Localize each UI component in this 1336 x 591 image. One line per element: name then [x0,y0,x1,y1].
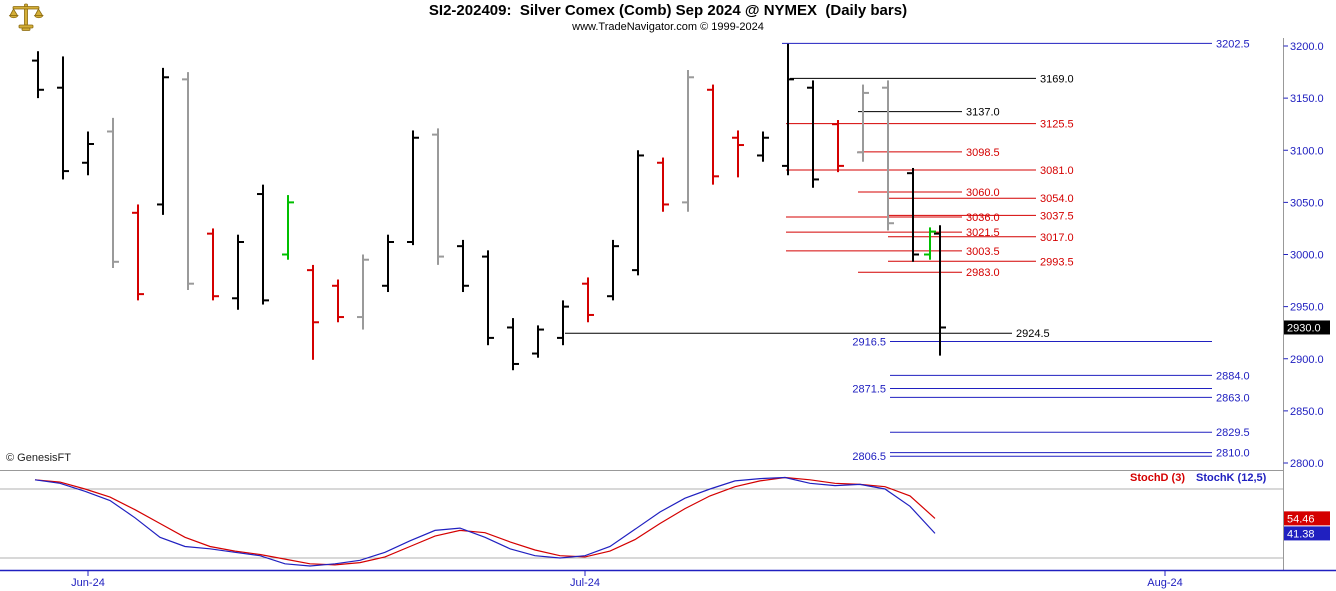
level-label: 2916.5 [852,337,886,349]
level-label: 3098.5 [966,147,1000,159]
y-tick-label: 2900.0 [1290,354,1324,366]
level-label: 2806.5 [852,451,886,463]
x-tick-label: Jun-24 [71,577,105,589]
level-label: 2810.0 [1216,448,1250,460]
y-tick-label: 3000.0 [1290,250,1324,262]
x-tick-label: Aug-24 [1147,577,1182,589]
level-label: 3037.5 [1040,210,1074,222]
y-tick-label: 3150.0 [1290,93,1324,105]
x-tick-label: Jul-24 [570,577,600,589]
level-label: 3017.0 [1040,232,1074,244]
chart-title: SI2-202409: Silver Comex (Comb) Sep 2024… [428,2,908,19]
stochd-line [34,476,936,566]
stochk-legend[interactable]: StochK (12,5) [1196,472,1267,484]
last-price-badge [1284,320,1330,335]
genesis-logo-icon [8,2,44,37]
level-label: 2829.5 [1216,427,1250,439]
level-label: 2871.5 [852,383,886,395]
chart-subtitle: www.TradeNavigator.com © 1999-2024 [572,21,764,33]
y-tick-label: 2950.0 [1290,302,1324,314]
gold-scales-icon [8,3,44,31]
y-tick-label: 3200.0 [1290,41,1324,53]
y-tick-label: 3050.0 [1290,197,1324,209]
stochk-badge [1284,526,1330,541]
stochk-badge-value: 41.38 [1287,528,1315,540]
level-label: 2993.5 [1040,256,1074,268]
level-label: 2983.0 [966,267,1000,279]
stochd-badge-value: 54.46 [1287,513,1315,525]
level-label: 3125.5 [1040,119,1074,131]
level-label: 3003.5 [966,246,1000,258]
level-label: 3137.0 [966,107,1000,119]
level-label: 3036.0 [966,212,1000,224]
stochd-badge [1284,511,1330,526]
copyright-watermark: © GenesisFT [6,452,71,464]
level-label: 2863.0 [1216,392,1250,404]
stochd-legend[interactable]: StochD (3) [1130,472,1185,484]
y-tick-label: 2850.0 [1290,406,1324,418]
level-label: 3202.5 [1216,38,1250,50]
stochk-line [34,476,936,567]
last-price-badge-value: 2930.0 [1287,322,1321,334]
level-label: 2924.5 [1016,328,1050,340]
level-label: 2884.0 [1216,370,1250,382]
level-label: 3169.0 [1040,73,1074,85]
level-label: 3021.5 [966,227,1000,239]
y-tick-label: 2800.0 [1290,458,1324,470]
level-label: 3054.0 [1040,193,1074,205]
y-tick-label: 3100.0 [1290,145,1324,157]
level-label: 3060.0 [966,187,1000,199]
level-label: 3081.0 [1040,165,1074,177]
chart-header: SI2-202409: Silver Comex (Comb) Sep 2024… [0,2,1336,33]
